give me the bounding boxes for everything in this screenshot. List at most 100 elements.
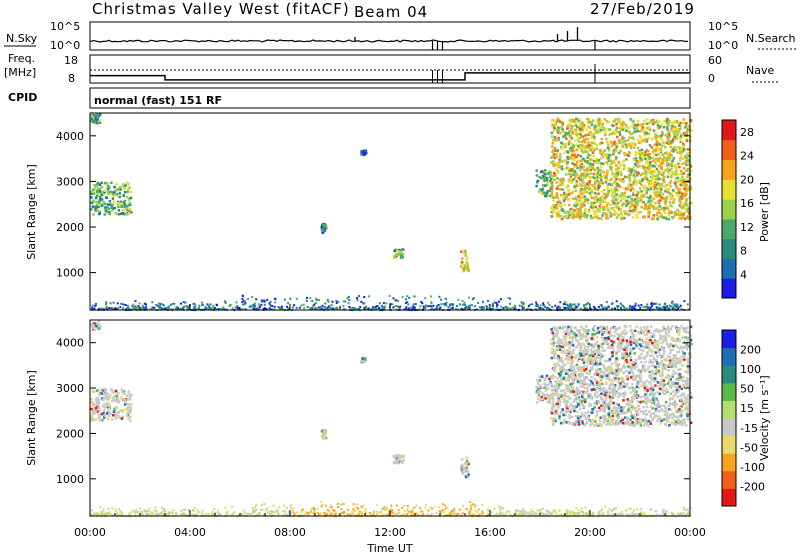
echo-cell: [624, 196, 627, 199]
echo-cell: [645, 306, 647, 308]
echo-cell: [554, 173, 557, 176]
echo-cell: [335, 300, 337, 302]
echo-cell: [583, 214, 586, 217]
echo-cell: [591, 184, 594, 187]
echo-cell: [378, 307, 380, 309]
echo-cell: [278, 507, 280, 509]
echo-cell: [568, 193, 571, 196]
echo-cell: [141, 513, 143, 515]
echo-cell: [623, 217, 626, 220]
echo-cell: [572, 348, 575, 351]
nave-tick-top: 60: [708, 54, 722, 67]
echo-cell: [586, 303, 588, 305]
echo-cell: [121, 388, 124, 391]
echo-cell: [640, 304, 642, 306]
echo-cell: [449, 514, 451, 516]
echo-cell: [625, 200, 628, 203]
echo-cell: [578, 303, 580, 305]
echo-cell: [582, 513, 584, 515]
echo-cell: [98, 409, 101, 412]
echo-cell: [401, 462, 404, 465]
echo-cell: [580, 308, 582, 310]
echo-cell: [667, 152, 670, 155]
echo-cell: [684, 400, 687, 403]
echo-cell: [592, 142, 595, 145]
echo-cell: [413, 507, 415, 509]
echo-cell: [103, 511, 105, 513]
echo-cell: [611, 200, 614, 203]
echo-cell: [408, 511, 410, 513]
echo-cell: [612, 125, 615, 128]
echo-cell: [549, 175, 552, 178]
echo-cell: [394, 249, 397, 252]
echo-cell: [121, 209, 124, 212]
echo-cell: [664, 303, 666, 305]
freq-tick-bottom: 8: [68, 72, 75, 85]
echo-cell: [127, 305, 129, 307]
echo-cell: [599, 207, 602, 210]
echo-cell: [241, 301, 243, 303]
echo-cell: [553, 129, 556, 132]
echo-cell: [568, 414, 571, 417]
echo-cell: [235, 306, 237, 308]
echo-cell: [132, 304, 134, 306]
colorbar-segment: [722, 199, 736, 219]
echo-cell: [464, 266, 467, 269]
echo-cell: [118, 204, 121, 207]
echo-cell: [575, 205, 578, 208]
echo-cell: [553, 164, 556, 167]
echo-cell: [499, 509, 501, 511]
echo-cell: [618, 131, 621, 134]
echo-cell: [402, 296, 404, 298]
echo-cell: [522, 508, 524, 510]
echo-cell: [364, 358, 367, 361]
echo-cell: [640, 199, 643, 202]
echo-cell: [646, 118, 649, 121]
echo-cell: [629, 508, 631, 510]
echo-cell: [198, 305, 200, 307]
echo-cell: [255, 298, 257, 300]
echo-cell: [184, 302, 186, 304]
echo-cell: [674, 164, 677, 167]
echo-cell: [558, 129, 561, 132]
echo-cell: [649, 169, 652, 172]
echo-cell: [486, 306, 488, 308]
echo-cell: [101, 513, 103, 515]
echo-cell: [668, 131, 671, 134]
echo-cell: [109, 191, 112, 194]
echo-cell: [645, 131, 648, 134]
echo-cell: [557, 196, 560, 199]
echo-cell: [186, 308, 188, 310]
echo-cell: [354, 307, 356, 309]
echo-cell: [130, 511, 132, 513]
echo-cell: [577, 211, 580, 214]
echo-cell: [250, 513, 252, 515]
echo-cell: [274, 511, 276, 513]
echo-cell: [673, 120, 676, 123]
echo-cell: [412, 308, 414, 310]
echo-cell: [207, 513, 209, 515]
echo-cell: [407, 508, 409, 510]
echo-cell: [306, 297, 308, 299]
echo-cell: [658, 186, 661, 189]
echo-cell: [99, 196, 102, 199]
echo-cell: [330, 504, 332, 506]
echo-cell: [98, 394, 101, 397]
echo-cell: [654, 303, 656, 305]
echo-cell: [559, 188, 562, 191]
echo-cell: [163, 304, 165, 306]
echo-cell: [557, 139, 560, 142]
echo-cell: [571, 192, 574, 195]
echo-cell: [656, 306, 658, 308]
echo-cell: [592, 163, 595, 166]
colorbar-segment: [722, 258, 736, 278]
echo-cell: [113, 200, 116, 203]
echo-cell: [107, 208, 110, 211]
echo-cell: [676, 134, 679, 137]
echo-cell: [683, 195, 686, 198]
echo-cell: [452, 303, 454, 305]
echo-cell: [124, 191, 127, 194]
echo-cell: [610, 214, 613, 217]
echo-cell: [568, 173, 571, 176]
echo-cell: [568, 143, 571, 146]
